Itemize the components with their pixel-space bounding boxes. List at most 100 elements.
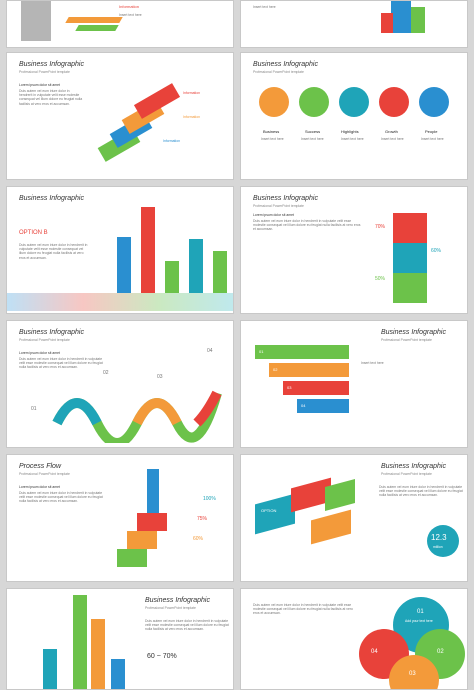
slide-subtitle: Professional PowerPoint template (253, 204, 304, 208)
circle-green (299, 87, 329, 117)
info-label-1: Information (183, 91, 200, 95)
bar-option-label: OPTION B (19, 230, 48, 236)
slide-subtitle: Professional PowerPoint template (19, 70, 70, 74)
big-unit: million (433, 545, 443, 549)
cube-red (393, 213, 427, 243)
slide-thumbnail-4[interactable]: Business Infographic Professional PowerP… (240, 52, 468, 180)
block-3d-orange (311, 509, 351, 545)
lorem-body: Duis autem vel eum iriure dolor in hendr… (253, 219, 361, 232)
block-orange (127, 531, 157, 549)
step-label-1: 01 (31, 406, 37, 412)
wave-ribbon (52, 390, 222, 443)
circle-label-4: Growth (385, 129, 398, 134)
slide-title: Business Infographic (381, 463, 446, 470)
bar-blue (117, 237, 131, 293)
lorem-body: Duis autem vel eum iriure dolor in hendr… (19, 491, 103, 504)
banner-green (255, 345, 349, 359)
lorem-body: Duis autem vel eum iriure dolor in hendr… (145, 619, 229, 632)
circle-text-1: Insert text here (261, 137, 284, 141)
banner-step-3: 03 (287, 385, 292, 390)
pct-60b: 60% (193, 536, 204, 542)
banner-step-1: 01 (259, 349, 264, 354)
slide-thumbnail-2[interactable]: Insert text here (240, 0, 468, 48)
big-value-text: Duis autem vel eum iriure dolor in hendr… (379, 485, 463, 498)
circle-teal (339, 87, 369, 117)
cube-green (393, 273, 427, 303)
slide-thumbnail-9[interactable]: Process Flow Professional PowerPoint tem… (6, 454, 234, 582)
up-arrow-blue (147, 469, 159, 525)
slide-text: Information (119, 4, 140, 9)
circle-step-1-text: Add your text here (405, 619, 433, 623)
pct-70: 70% (375, 224, 386, 230)
pct-50: 50% (375, 276, 386, 282)
range-label: 60 ~ 70% (147, 653, 177, 660)
slide-thumbnail-6[interactable]: Business Infographic Professional PowerP… (240, 186, 468, 314)
slide-title: Business Infographic (19, 329, 84, 336)
circle-label-3: Highlights (341, 129, 359, 134)
slide-title: Business Infographic (381, 329, 446, 336)
lorem-body: Duis autem vel eum iriure dolor in hendr… (253, 603, 353, 616)
slide-thumbnail-1[interactable]: Information Insert text here (6, 0, 234, 48)
circle-step-3: 03 (409, 671, 416, 677)
figure-bars (21, 1, 51, 41)
slide-title: Business Infographic (145, 597, 210, 604)
circle-step-2: 02 (437, 649, 444, 655)
banner-text: Insert text here (361, 361, 384, 365)
slide-subtitle: Professional PowerPoint template (19, 472, 70, 476)
block-3d-blue (255, 493, 295, 535)
lorem-heading: Lorem ipsum dolor sit amet (19, 485, 60, 489)
circle-text-4: Insert text here (381, 137, 404, 141)
lorem-heading: Lorem ipsum dolor sit amet (253, 213, 294, 217)
step-label-3: 03 (157, 374, 163, 380)
bar-orange-tall (91, 619, 105, 689)
circle-orange (259, 87, 289, 117)
slide-title: Business Infographic (253, 61, 318, 68)
circle-text-5: Insert text here (421, 137, 444, 141)
building-blue (391, 1, 411, 33)
banner-orange (269, 363, 349, 377)
lorem-heading: Lorem ipsum dolor sit amet (19, 351, 60, 355)
circle-step-1: 01 (417, 609, 424, 615)
slide-title: Business Infographic (19, 195, 84, 202)
bar-green (165, 261, 179, 293)
step-label-2: 02 (103, 370, 109, 376)
slide-thumbnail-5[interactable]: Business Infographic OPTION B Duis autem… (6, 186, 234, 314)
block-option-1: OPTION (261, 508, 277, 513)
building-red (381, 13, 393, 33)
cube-teal (393, 243, 427, 273)
circle-blue (419, 87, 449, 117)
banner-step-4: 04 (301, 403, 306, 408)
green-stripe (75, 25, 119, 31)
lorem-body: Duis autem vel eum iriure dolor in hendr… (19, 89, 83, 106)
slide-subtitle: Professional PowerPoint template (253, 70, 304, 74)
circle-label-5: People (425, 129, 438, 134)
slide-subtitle: Professional PowerPoint template (145, 606, 196, 610)
bar-red (141, 207, 155, 293)
pct-100: 100% (203, 496, 216, 502)
step-label-4: 04 (207, 348, 213, 354)
slide-title: Business Infographic (253, 195, 318, 202)
big-value-circle[interactable] (427, 525, 459, 557)
slide-thumbnail-3[interactable]: Business Infographic Professional PowerP… (6, 52, 234, 180)
slide-thumbnail-10[interactable]: Business Infographic Professional PowerP… (240, 454, 468, 582)
slide-thumbnail-11[interactable]: Business Infographic Professional PowerP… (6, 588, 234, 690)
slide-thumbnail-8[interactable]: Business Infographic Professional PowerP… (240, 320, 468, 448)
banner-red (283, 381, 349, 395)
slide-subtitle: Professional PowerPoint template (19, 338, 70, 342)
slide-thumbnail-12[interactable]: Duis autem vel eum iriure dolor in hendr… (240, 588, 468, 690)
slide-text: Insert text here (253, 5, 276, 9)
pct-60: 60% (431, 248, 442, 254)
circle-text-2: Insert text here (301, 137, 324, 141)
circle-label-1: Business (263, 129, 280, 134)
banner-step-2: 02 (273, 367, 278, 372)
info-label-2: Information (183, 115, 200, 119)
bar-green-tall (73, 595, 87, 689)
slide-text-body: Insert text here (119, 13, 142, 17)
lorem-body: Duis autem vel eum iriure dolor in hendr… (19, 243, 88, 260)
slide-thumbnail-7[interactable]: Business Infographic Professional PowerP… (6, 320, 234, 448)
pct-75: 75% (197, 516, 208, 522)
bar-teal (189, 239, 203, 293)
circle-orange-big (389, 655, 439, 689)
bar-green-2 (213, 251, 227, 293)
lorem-body: Duis autem vel eum iriure dolor in hendr… (19, 357, 103, 370)
